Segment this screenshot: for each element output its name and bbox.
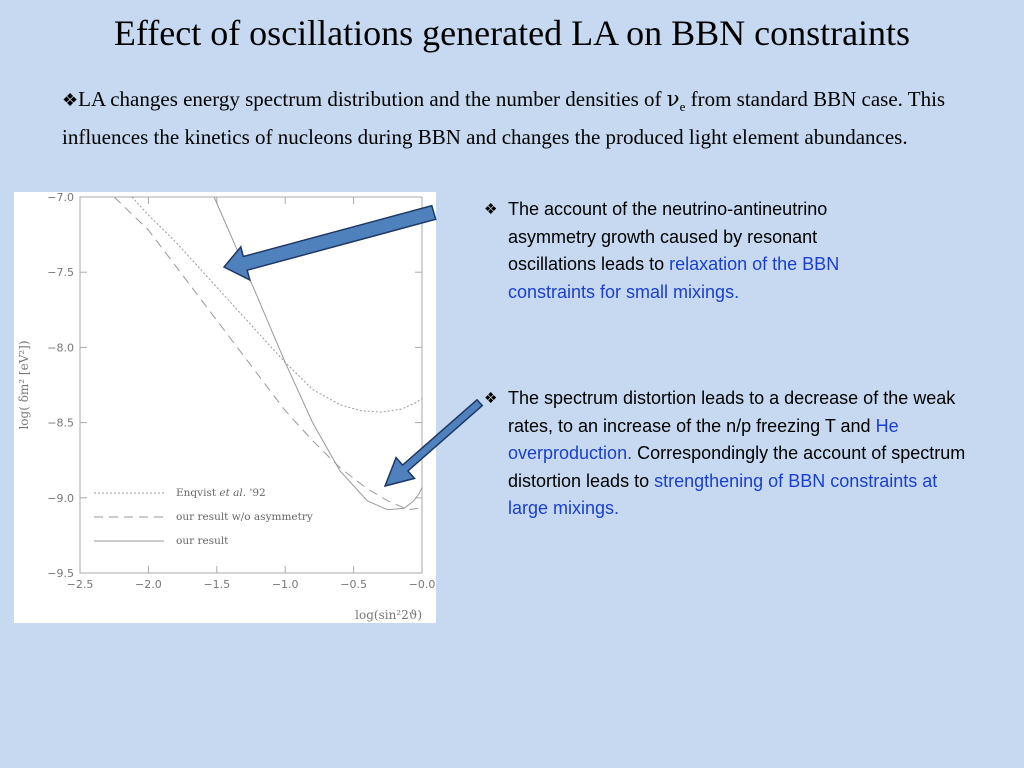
legend-label-no-asymmetry: our result w/o asymmetry	[176, 511, 313, 523]
x-tick-label: −1.0	[272, 578, 299, 591]
intro-text-after: from standard BBN case. This influences …	[62, 87, 946, 150]
y-tick-label: −8.0	[47, 341, 74, 354]
note1-highlight: relaxation of the BBN constraints for sm…	[508, 254, 840, 302]
nu-subscript: e	[679, 99, 686, 115]
diamond-bullet-icon: ❖	[62, 90, 79, 110]
legend-enqvist-em: et al.	[219, 487, 246, 499]
y-tick-label: −7.0	[47, 192, 74, 204]
note2-body2: Correspondingly the account of spectrum …	[508, 443, 966, 491]
chart-ticks: −2.5 −2.0 −1.5 −1.0 −0.5 −0.0 −7.0 −7.5 −8.0 −8.5…	[47, 192, 435, 591]
legend-label-our-result: our result	[176, 535, 229, 547]
bbn-constraint-plot: −2.5 −2.0 −1.5 −1.0 −0.5 −0.0 −7.0 −7.5 −8.0 −8.5…	[14, 192, 436, 623]
chart-legend: Enqvist et al. '92 our result w/o asymme…	[94, 487, 313, 547]
chart-axes	[79, 196, 423, 574]
note1-text: The account of the neutrino-antineutrino…	[508, 196, 908, 306]
x-tick-label: −0.5	[340, 578, 367, 591]
x-tick-label: −0.0	[409, 578, 436, 591]
note2-text: The spectrum distortion leads to a decre…	[508, 385, 970, 523]
chart-svg: −2.5 −2.0 −1.5 −1.0 −0.5 −0.0 −7.0 −7.5 −8.0 −8.5…	[17, 192, 435, 622]
note-asymmetry-growth: ❖ The account of the neutrino-antineutri…	[484, 196, 984, 306]
note-spectrum-distortion: ❖ The spectrum distortion leads to a dec…	[484, 385, 984, 523]
intro-text-before: LA changes energy spectrum distribution …	[78, 87, 667, 111]
y-tick-label: −9.0	[47, 492, 74, 505]
x-tick-label: −1.5	[203, 578, 230, 591]
curve-dotted	[131, 196, 423, 413]
y-tick-label: −8.5	[47, 417, 74, 430]
x-tick-label: −2.0	[135, 578, 162, 591]
note2-highlight2: strengthening of BBN constraints at larg…	[508, 470, 938, 519]
legend-enqvist-pre: Enqvist	[176, 487, 219, 499]
note2-body1: The spectrum distortion leads to a decre…	[508, 388, 956, 436]
y-axis-title: log( δm² [eV²])	[17, 340, 31, 429]
nu-symbol: ν	[666, 87, 680, 111]
note1-body: The account of the neutrino-antineutrino…	[508, 199, 828, 274]
x-tick-label: −2.5	[67, 578, 94, 591]
legend-enqvist-post: '92	[246, 487, 266, 499]
intro-paragraph: ❖LA changes energy spectrum distribution…	[62, 84, 1007, 152]
slide-title: Effect of oscillations generated LA on B…	[113, 13, 911, 53]
curve-solid	[213, 196, 423, 511]
diamond-bullet-icon: ❖	[484, 390, 498, 407]
chart-curves	[113, 196, 423, 511]
plot-frame	[79, 196, 423, 574]
curve-dashed	[113, 196, 418, 511]
y-tick-label: −7.5	[47, 266, 74, 279]
diamond-bullet-icon: ❖	[484, 201, 498, 218]
x-axis-title: log(sin²2ϑ)	[355, 608, 422, 622]
y-tick-label: −9.5	[47, 567, 74, 580]
legend-label-enqvist: Enqvist et al. '92	[176, 487, 266, 499]
note2-highlight1: He overproduction.	[508, 415, 899, 464]
